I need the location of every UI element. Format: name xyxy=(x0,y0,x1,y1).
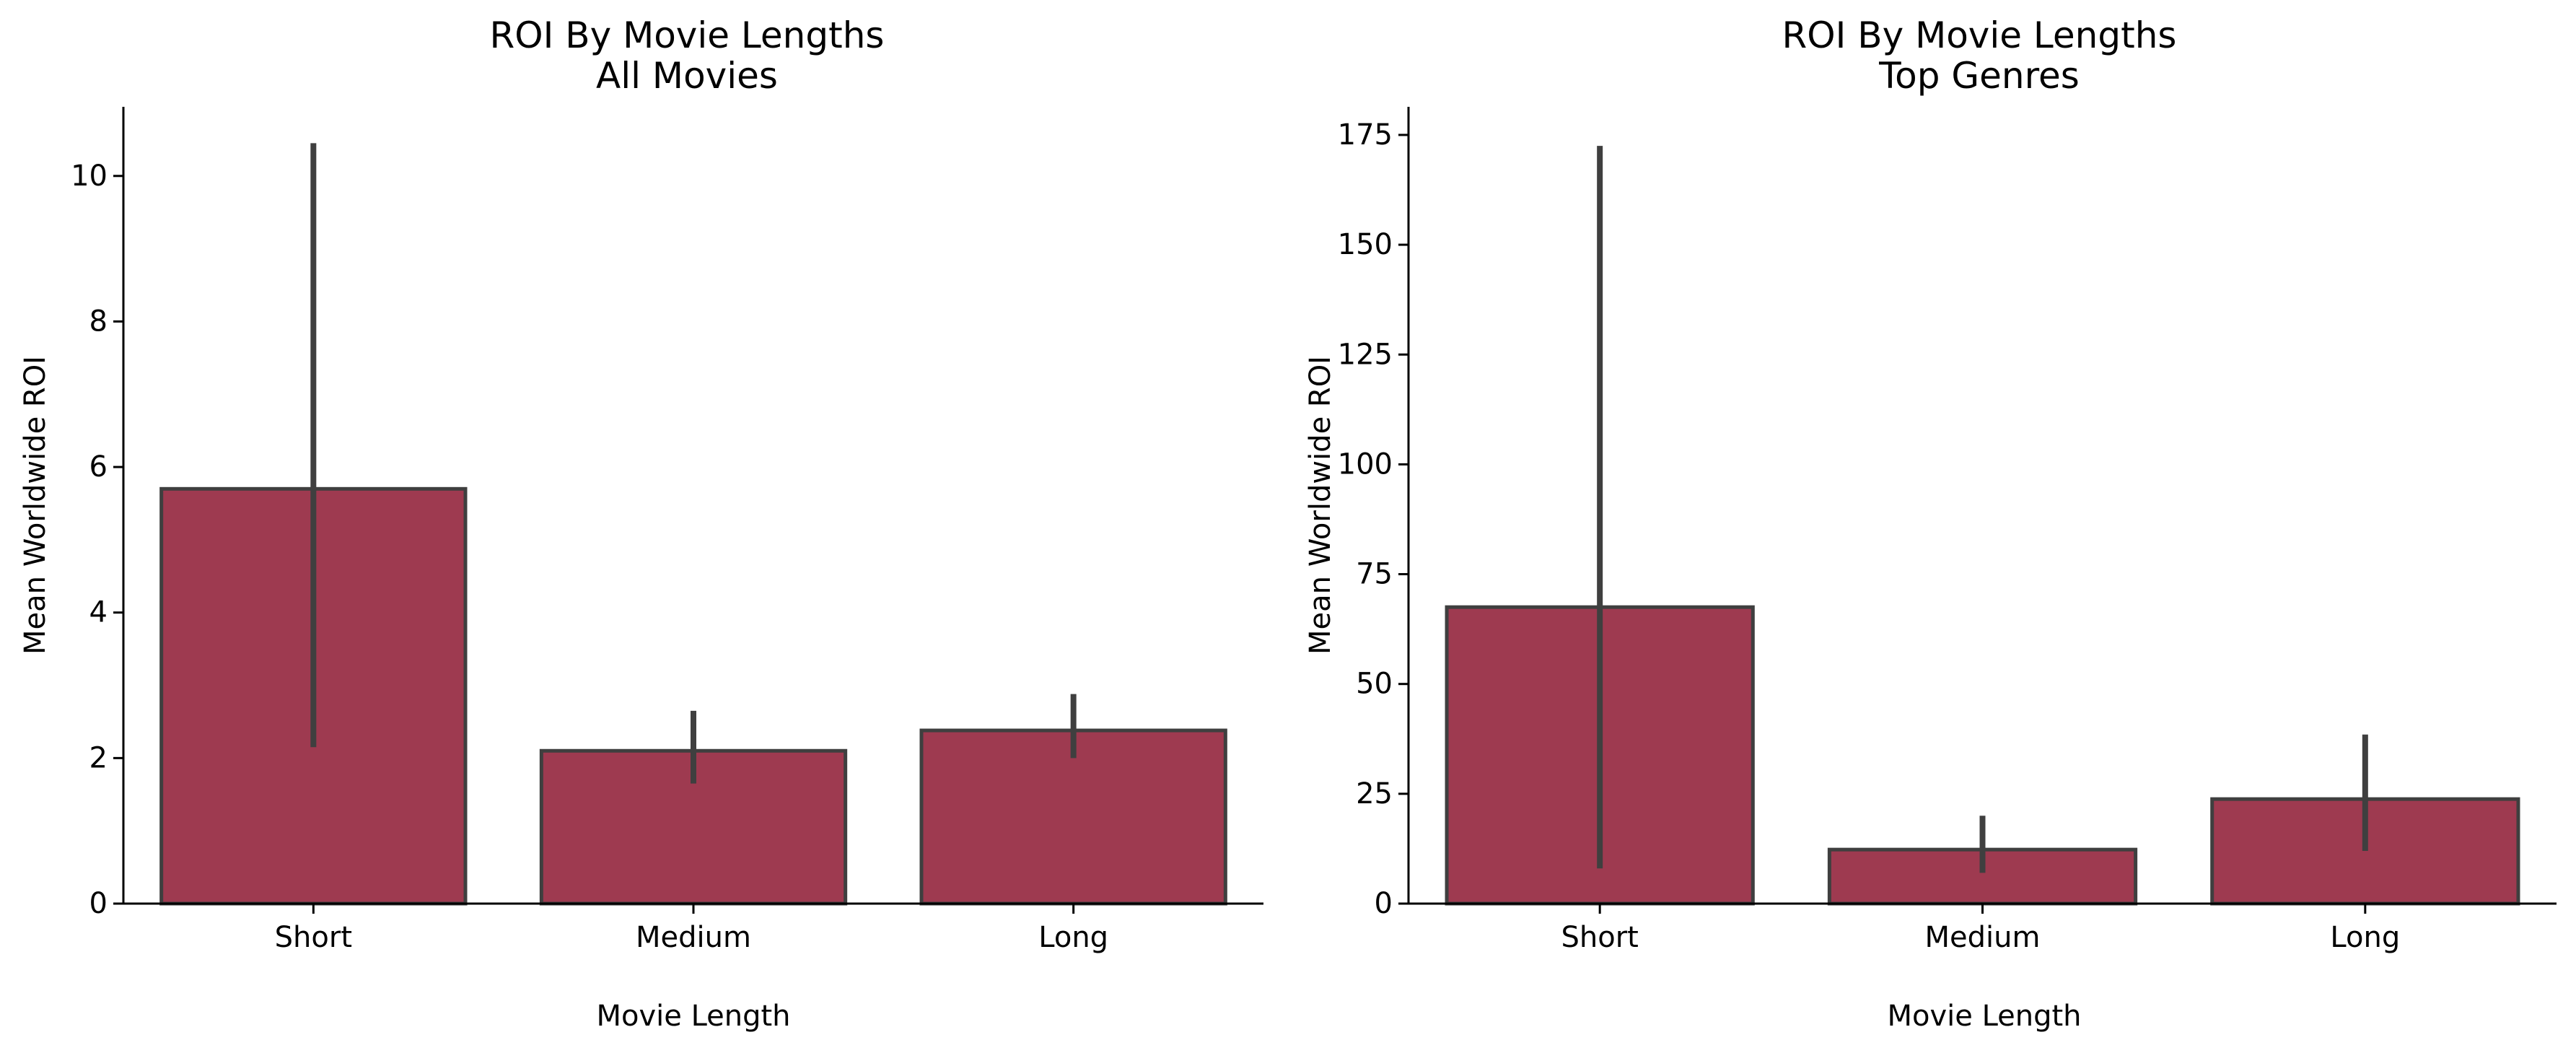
bar-long xyxy=(919,728,1227,906)
y-tick-label: 8 xyxy=(89,305,108,338)
chart-panel-all-movies: ROI By Movie Lengths All Movies 0 2 4 6 8 10 S… xyxy=(19,14,1263,1033)
y-axis-label: Mean Worldwide ROI xyxy=(1304,356,1337,655)
x-tick-label: Long xyxy=(1038,921,1108,954)
y-tick-label: 175 xyxy=(1338,118,1393,152)
y-tick-label: 2 xyxy=(89,741,108,774)
y-tick-label: 25 xyxy=(1356,777,1393,810)
chart-title-line-2: Top Genres xyxy=(1878,55,2080,97)
y-tick-label: 75 xyxy=(1356,558,1393,591)
chart-panel-top-genres: ROI By Movie Lengths Top Genres 0 25 50 75 1… xyxy=(1304,14,2557,1033)
chart-title-line-2: All Movies xyxy=(596,55,778,97)
y-tick-label: 125 xyxy=(1338,338,1393,371)
y-tick-label: 0 xyxy=(89,887,108,920)
x-tick-label: Medium xyxy=(1925,921,2041,954)
chart-title-line-1: ROI By Movie Lengths xyxy=(490,14,885,56)
y-tick-label: 150 xyxy=(1338,228,1393,261)
x-tick-label: Short xyxy=(275,921,352,954)
y-tick-label: 10 xyxy=(71,160,108,193)
x-axis-label: Movie Length xyxy=(1887,1000,2081,1033)
y-tick-label: 4 xyxy=(89,596,108,629)
x-tick-label: Short xyxy=(1561,921,1638,954)
y-tick-label: 0 xyxy=(1375,887,1393,920)
plot-area: 0 2 4 6 8 10 Short Medium Long xyxy=(71,143,1227,954)
chart-title-line-1: ROI By Movie Lengths xyxy=(1782,14,2177,56)
y-tick-label: 100 xyxy=(1338,447,1393,481)
x-tick-label: Medium xyxy=(636,921,751,954)
y-tick-label: 50 xyxy=(1356,668,1393,701)
y-tick-label: 6 xyxy=(89,450,108,484)
x-axis-label: Movie Length xyxy=(596,1000,790,1033)
y-axis-label: Mean Worldwide ROI xyxy=(19,356,52,655)
plot-area: 0 25 50 75 100 125 150 175 Short Medium Long xyxy=(1338,118,2520,954)
x-tick-label: Long xyxy=(2330,921,2400,954)
